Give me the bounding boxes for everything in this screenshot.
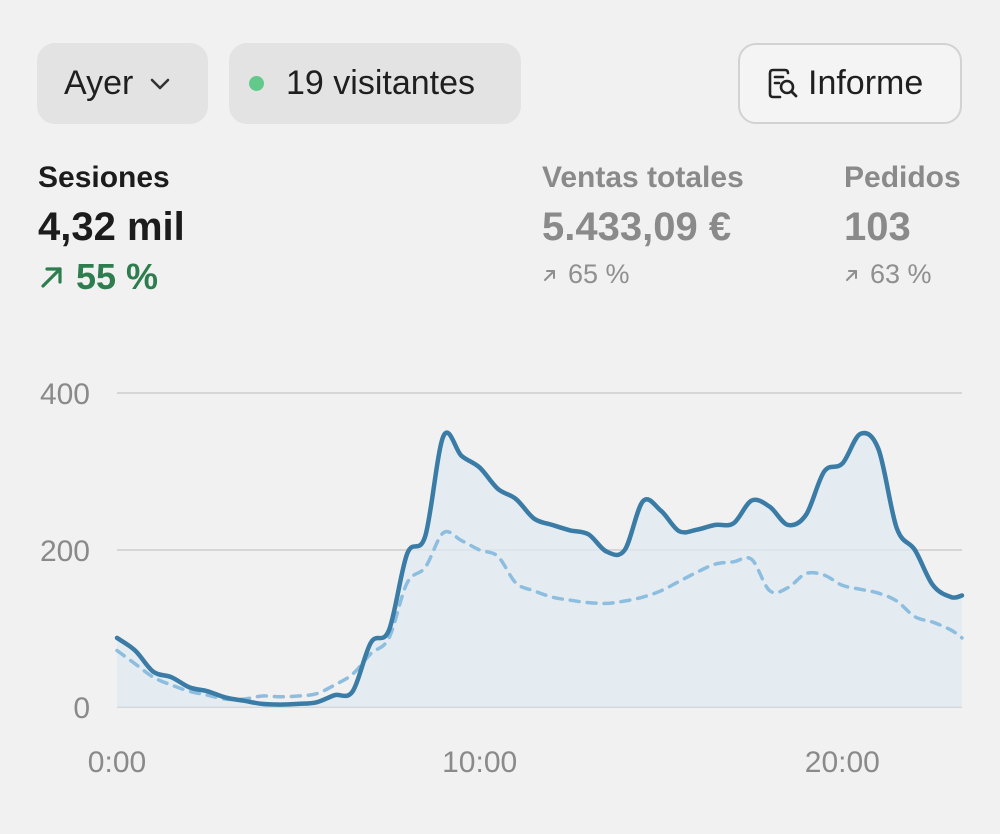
- metric-change-value: 55 %: [76, 256, 159, 297]
- report-label: Informe: [808, 64, 924, 102]
- live-visitors-button[interactable]: 19 visitantes: [229, 43, 521, 124]
- metric-change-value: 63 %: [870, 259, 932, 289]
- comparison-series-line: [115, 529, 964, 702]
- x-tick-label: 20:00: [805, 746, 880, 779]
- metric-total-sales[interactable]: Ventas totales 5.433,09 € 65 %: [542, 163, 744, 288]
- y-tick-label: 0: [73, 692, 90, 725]
- chevron-down-icon: [149, 77, 171, 91]
- period-label: Ayer: [64, 64, 134, 102]
- live-dot-icon: [249, 76, 264, 91]
- report-button[interactable]: Informe: [738, 43, 962, 124]
- x-tick-label: 0:00: [88, 746, 146, 779]
- metric-label: Pedidos: [844, 161, 961, 194]
- metric-sessions[interactable]: Sesiones 4,32 mil 55 %: [38, 163, 185, 295]
- metric-change: 65 %: [542, 261, 744, 288]
- arrow-up-right-icon: [41, 267, 62, 288]
- sessions-area-fill: [117, 432, 962, 707]
- metric-change-value: 65 %: [568, 259, 630, 289]
- metric-orders[interactable]: Pedidos 103 63 %: [844, 163, 961, 288]
- metric-label: Sesiones: [38, 161, 170, 194]
- sessions-series-line: [114, 430, 965, 707]
- report-search-icon: [766, 67, 800, 101]
- arrow-up-right-icon: [544, 269, 555, 281]
- metric-value: 103: [844, 205, 911, 249]
- y-tick-label: 200: [40, 535, 90, 568]
- metric-change: 55 %: [38, 259, 185, 295]
- y-tick-label: 400: [40, 378, 90, 411]
- arrow-up-right-icon: [846, 269, 857, 281]
- metric-value: 5.433,09 €: [542, 205, 732, 249]
- visitors-label: 19 visitantes: [286, 64, 475, 102]
- metric-change: 63 %: [844, 261, 961, 288]
- metric-label: Ventas totales: [542, 161, 744, 194]
- metric-value: 4,32 mil: [38, 205, 185, 249]
- x-tick-label: 10:00: [442, 746, 517, 779]
- period-selector-button[interactable]: Ayer: [37, 43, 208, 124]
